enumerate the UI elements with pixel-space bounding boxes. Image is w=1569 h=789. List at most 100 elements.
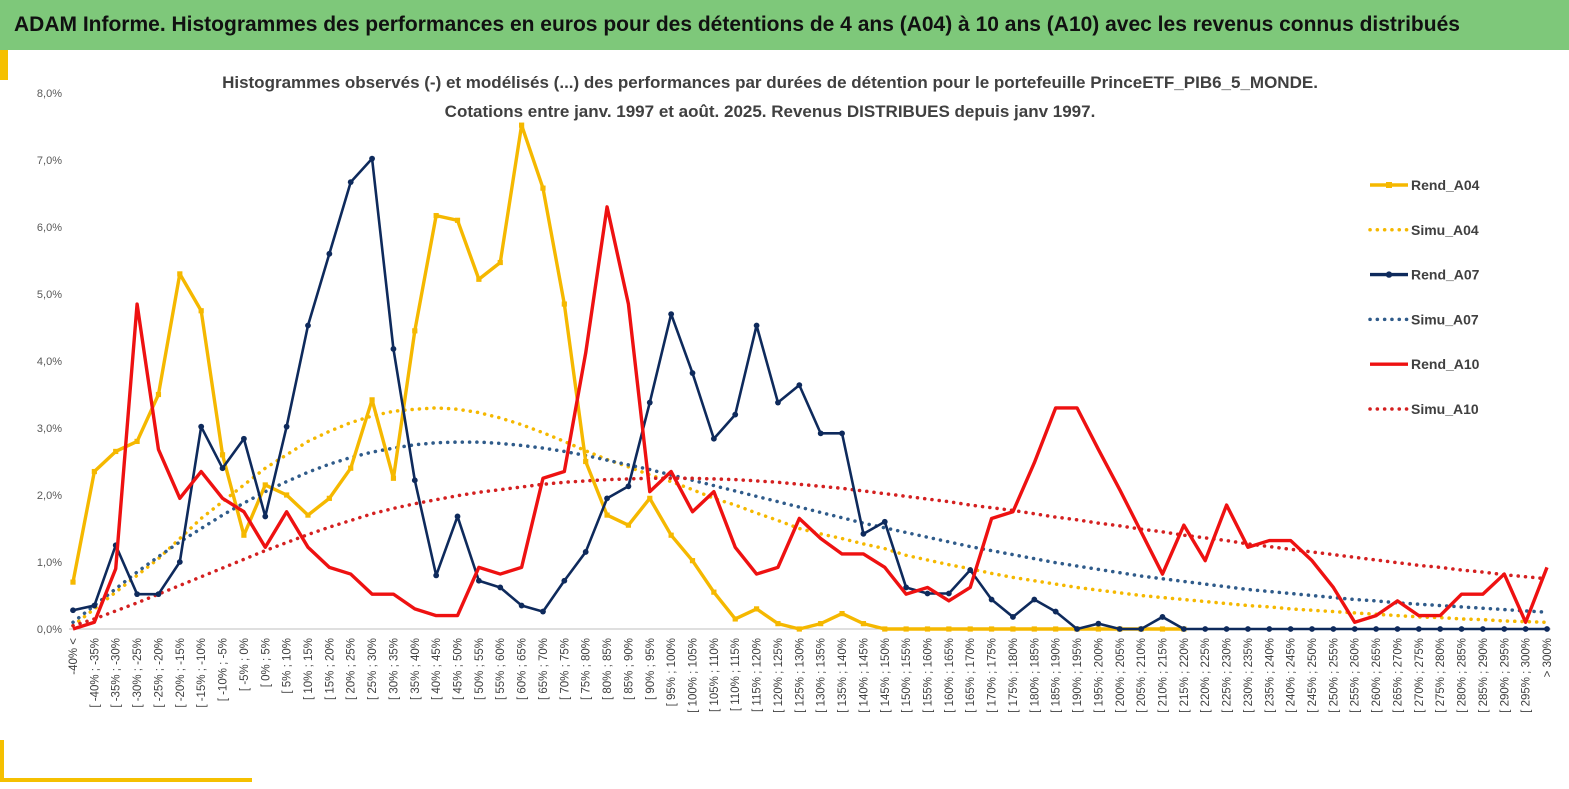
data-point bbox=[1053, 626, 1059, 632]
data-point bbox=[1010, 614, 1016, 620]
data-point bbox=[262, 482, 268, 488]
y-tick-label: 0,0% bbox=[37, 624, 62, 636]
x-tick-label: [ 15% ; 20% bbox=[324, 638, 336, 700]
x-tick-label: [ -5% ; 0% bbox=[239, 638, 251, 691]
legend-item-simu-a04: Simu_A04 bbox=[1368, 222, 1479, 238]
chart-subtitle: Cotations entre janv. 1997 et août. 2025… bbox=[444, 102, 1096, 121]
x-tick-label: -40% < bbox=[68, 638, 80, 675]
data-point bbox=[796, 382, 803, 389]
series-line bbox=[71, 440, 1549, 625]
legend-label: Rend_A07 bbox=[1411, 267, 1480, 283]
chart-title: Histogrammes observés (-) et modélisés (… bbox=[222, 73, 1318, 92]
data-point bbox=[1394, 626, 1401, 632]
legend-marker bbox=[1386, 182, 1392, 188]
data-point bbox=[882, 626, 888, 632]
x-tick-label: [ -10% ; -5% bbox=[218, 638, 230, 701]
data-point bbox=[967, 626, 973, 632]
data-point bbox=[860, 530, 867, 537]
data-point bbox=[475, 577, 482, 584]
x-tick-label: [ 50% ; 55% bbox=[474, 638, 486, 700]
data-point bbox=[903, 626, 909, 632]
data-point bbox=[412, 328, 418, 334]
x-tick-label: [ 20% ; 25% bbox=[346, 638, 358, 700]
x-tick-label: [ 140% ; 145% bbox=[858, 638, 870, 713]
data-point bbox=[283, 423, 290, 430]
x-tick-label: [ 130% ; 135% bbox=[816, 638, 828, 713]
x-tick-label: [ 145% ; 150% bbox=[880, 638, 892, 713]
data-point bbox=[988, 626, 995, 632]
report-banner-title: ADAM Informe. Histogrammes des performan… bbox=[0, 0, 1569, 50]
data-point bbox=[1266, 626, 1273, 632]
x-tick-label: [ 80% ; 85% bbox=[602, 638, 614, 700]
data-point bbox=[967, 567, 974, 573]
y-axis: 0,0% 1,0% 2,0% 3,0% 4,0% 5,0% 6,0% 7,0% 8,0% bbox=[37, 88, 62, 636]
x-tick-label: [ 165% ; 170% bbox=[965, 638, 977, 713]
x-tick-label: [ 35% ; 40% bbox=[410, 638, 422, 700]
y-tick-label: 2,0% bbox=[37, 490, 62, 502]
data-point bbox=[1095, 626, 1101, 632]
data-point bbox=[219, 465, 226, 472]
x-tick-label: [ 150% ; 155% bbox=[901, 638, 913, 713]
data-point bbox=[946, 626, 952, 632]
data-point bbox=[1522, 626, 1529, 632]
data-point bbox=[70, 607, 76, 614]
data-point bbox=[113, 448, 119, 455]
legend-label: Rend_A10 bbox=[1411, 356, 1480, 372]
data-point bbox=[369, 397, 375, 403]
data-point bbox=[924, 590, 931, 597]
data-point bbox=[1052, 608, 1059, 615]
data-point bbox=[903, 584, 910, 591]
series-line bbox=[71, 123, 1184, 631]
data-point bbox=[134, 438, 140, 444]
series-simu-a07 bbox=[71, 440, 1549, 625]
x-tick-label: [ 205% ; 210% bbox=[1136, 638, 1148, 713]
legend-item-rend-a07: Rend_A07 bbox=[1370, 267, 1480, 283]
x-tick-label: [ 250% ; 255% bbox=[1328, 638, 1340, 713]
x-tick-label: [ 180% ; 185% bbox=[1029, 638, 1041, 713]
data-point bbox=[860, 621, 867, 627]
x-tick-label: [ 295% ; 300% bbox=[1521, 638, 1533, 713]
x-tick-label: [ -30% ; -25% bbox=[132, 638, 144, 708]
x-tick-label: [ 235% ; 240% bbox=[1264, 638, 1276, 713]
data-point bbox=[262, 513, 269, 520]
chart-title-block: Histogrammes observés (-) et modélisés (… bbox=[120, 68, 1420, 126]
data-point bbox=[1159, 614, 1166, 620]
data-point bbox=[91, 468, 97, 475]
data-point bbox=[177, 271, 183, 277]
data-point bbox=[1202, 626, 1209, 632]
data-point bbox=[91, 602, 98, 609]
x-tick-label: [ -40% ; -35% bbox=[89, 638, 101, 708]
series-line bbox=[72, 157, 1547, 631]
x-tick-label: [ 290% ; 295% bbox=[1499, 638, 1511, 713]
data-point bbox=[411, 477, 418, 484]
data-point bbox=[454, 513, 461, 520]
data-point bbox=[433, 213, 439, 219]
series-simu-a04 bbox=[71, 406, 1549, 628]
x-tick-label: [ 0% ; 5% bbox=[260, 638, 272, 687]
x-tick-label: [ 25% ; 30% bbox=[367, 638, 379, 700]
x-tick-label: [ 65% ; 70% bbox=[538, 638, 550, 700]
data-point bbox=[1074, 626, 1080, 632]
x-tick-label: [ 260% ; 265% bbox=[1371, 638, 1383, 713]
data-point bbox=[818, 621, 824, 627]
data-point bbox=[1458, 626, 1465, 632]
data-point bbox=[753, 322, 760, 329]
data-point bbox=[1373, 626, 1380, 632]
x-tick-label: [ 100% ; 105% bbox=[688, 638, 700, 713]
x-tick-label: [ 115% ; 120% bbox=[752, 638, 764, 712]
data-point bbox=[540, 185, 546, 191]
x-tick-label: [ 10% ; 15% bbox=[303, 638, 315, 700]
data-point bbox=[326, 495, 332, 501]
x-tick-label: [ 45% ; 50% bbox=[453, 638, 465, 700]
x-tick-label: [ -35% ; -30% bbox=[111, 638, 123, 708]
x-tick-label: [ 245% ; 250% bbox=[1307, 638, 1319, 713]
data-point bbox=[775, 399, 781, 406]
x-tick-label: [ 285% ; 290% bbox=[1478, 638, 1490, 713]
data-point bbox=[775, 621, 781, 627]
x-tick-label: [ 160% ; 165% bbox=[944, 638, 956, 713]
data-point bbox=[305, 322, 311, 329]
x-tick-label: [ 210% ; 215% bbox=[1157, 638, 1169, 713]
data-point bbox=[519, 122, 525, 128]
data-point bbox=[326, 250, 333, 257]
x-tick-label: [ 185% ; 190% bbox=[1051, 638, 1063, 713]
